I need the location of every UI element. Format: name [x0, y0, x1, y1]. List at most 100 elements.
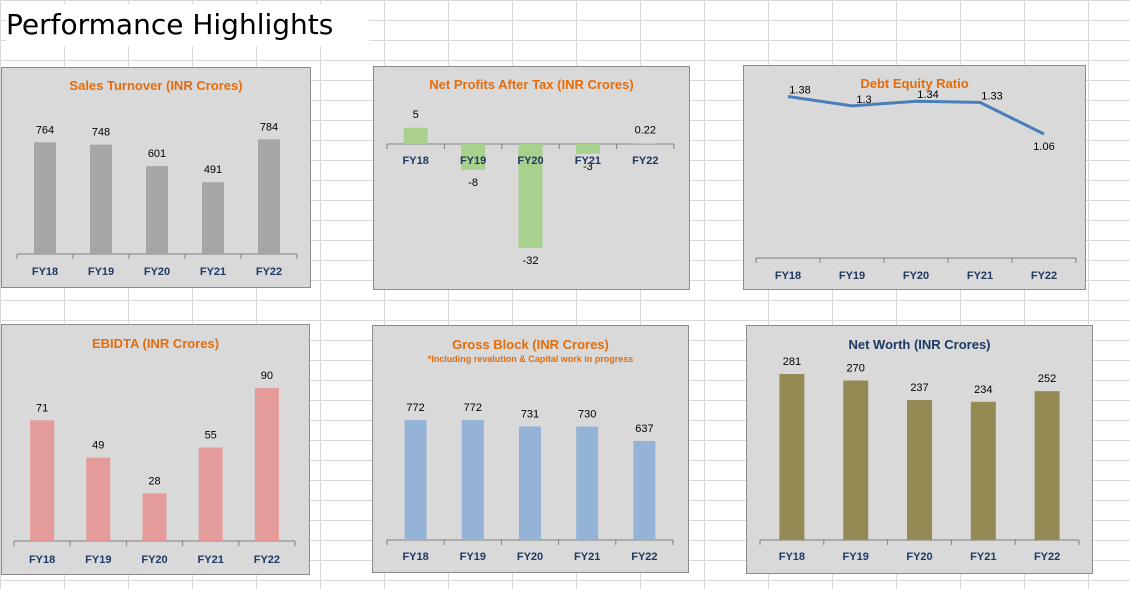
chart-ebidta: EBIDTA (INR Crores) 71 FY18 49 FY19 28 FY20 55 F… [1, 324, 310, 575]
data-label: 28 [148, 475, 160, 487]
data-label: 730 [578, 409, 596, 421]
category-label: FY22 [256, 266, 282, 278]
bar-fy18 [30, 420, 55, 541]
bar-fy21 [198, 447, 223, 541]
bar-fy19 [843, 380, 869, 540]
chart-net-profits-after-tax: Net Profits After Tax (INR Crores) 5 FY18 -… [373, 66, 690, 290]
bar-fy18 [404, 420, 427, 540]
chart-svg: Net Worth (INR Crores) 281 FY18 270 FY19 237 F… [759, 337, 1080, 563]
chart-subtitle: *Including revalution & Capital work in … [428, 354, 634, 364]
bar-fy20 [146, 166, 168, 254]
data-label: 772 [406, 402, 424, 414]
category-label: FY22 [1031, 270, 1057, 282]
data-label: 601 [148, 148, 166, 160]
category-label: FY21 [200, 266, 226, 278]
chart-title: Sales Turnover (INR Crores) [69, 78, 242, 93]
data-label: 0.22 [635, 124, 656, 136]
bar-fy22 [1034, 391, 1060, 540]
bar-fy19 [461, 144, 486, 170]
bar-fy19 [90, 144, 112, 254]
category-label: FY19 [839, 270, 865, 282]
data-label: -3 [583, 161, 593, 173]
bar-fy20 [142, 493, 167, 541]
bar-fy21 [575, 144, 600, 154]
category-label: FY21 [967, 270, 993, 282]
category-label: FY19 [88, 266, 114, 278]
bar-fy20 [907, 400, 932, 540]
chart-sales-turnover: Sales Turnover (INR Crores) 764 FY18 748 FY1… [1, 67, 311, 288]
bar-fy18 [34, 142, 56, 254]
bar-fy19 [86, 457, 111, 541]
page-title: Performance Highlights [6, 4, 370, 46]
data-label: 1.06 [1033, 141, 1054, 153]
data-label: 1.34 [917, 89, 938, 101]
bar-fy19 [461, 420, 484, 540]
chart-title: EBIDTA (INR Crores) [92, 336, 219, 351]
category-label: FY18 [29, 554, 55, 566]
bar-fy22 [633, 441, 656, 540]
data-label: 784 [260, 121, 278, 133]
data-label: 731 [521, 408, 539, 420]
bar-fy21 [576, 426, 599, 540]
category-label: FY20 [906, 551, 932, 563]
category-label: FY20 [144, 266, 170, 278]
category-label: FY18 [32, 266, 58, 278]
category-label: FY22 [254, 554, 280, 566]
chart-debt-equity-ratio: Debt Equity Ratio FY18 FY19 FY20 FY21 FY22 1.3… [743, 65, 1086, 290]
data-label: 5 [413, 109, 419, 121]
chart-svg: Debt Equity Ratio FY18 FY19 FY20 FY21 FY22 1.3… [755, 76, 1077, 282]
category-label: FY22 [632, 155, 658, 167]
series-line [787, 95, 1045, 136]
category-label: FY18 [779, 551, 805, 563]
data-label: 772 [464, 402, 482, 414]
category-label: FY20 [517, 155, 543, 167]
data-label: 234 [974, 384, 992, 396]
data-label: 764 [36, 124, 54, 136]
category-label: FY20 [141, 554, 167, 566]
bar-fy22 [633, 143, 658, 144]
category-label: FY19 [85, 554, 111, 566]
bar-fy18 [779, 374, 805, 540]
data-label: 748 [92, 127, 110, 139]
bar-fy20 [518, 144, 543, 248]
category-label: FY21 [970, 551, 996, 563]
chart-title: Net Worth (INR Crores) [848, 337, 990, 352]
category-label: FY20 [517, 551, 543, 563]
bar-fy21 [970, 401, 996, 540]
bar-fy18 [403, 127, 428, 144]
chart-svg: Net Profits After Tax (INR Crores) 5 FY18 -… [386, 77, 675, 267]
category-label: FY22 [631, 551, 657, 563]
category-label: FY21 [575, 155, 601, 167]
data-label: 281 [783, 356, 801, 368]
category-label: FY19 [460, 551, 486, 563]
chart-net-worth: Net Worth (INR Crores) 281 FY18 270 FY19 237 F… [746, 325, 1093, 574]
category-label: FY22 [1034, 551, 1060, 563]
category-label: FY21 [574, 551, 600, 563]
chart-title: Net Profits After Tax (INR Crores) [429, 77, 633, 92]
data-label: 237 [910, 382, 928, 394]
data-label: 270 [847, 363, 865, 375]
data-label: 1.33 [981, 90, 1002, 102]
category-label: FY20 [903, 270, 929, 282]
bar-fy20 [519, 426, 541, 540]
category-label: FY19 [460, 155, 486, 167]
data-label: -32 [523, 255, 539, 267]
chart-svg: EBIDTA (INR Crores) 71 FY18 49 FY19 28 FY20 55 F… [13, 336, 296, 566]
data-label: -8 [468, 177, 478, 189]
data-label: 637 [635, 423, 653, 435]
category-label: FY19 [843, 551, 869, 563]
chart-gross-block: Gross Block (INR Crores) *Including reval… [372, 325, 689, 573]
data-label: 55 [205, 430, 217, 442]
data-label: 1.3 [856, 94, 871, 106]
chart-title: Gross Block (INR Crores) [452, 337, 609, 352]
bar-fy22 [254, 388, 279, 541]
category-label: FY18 [403, 155, 429, 167]
chart-svg: Gross Block (INR Crores) *Including reval… [386, 337, 674, 563]
data-label: 1.38 [789, 85, 810, 97]
category-label: FY21 [198, 554, 224, 566]
data-label: 252 [1038, 373, 1056, 385]
data-label: 491 [204, 164, 222, 176]
bar-fy22 [258, 139, 280, 254]
chart-svg: Sales Turnover (INR Crores) 764 FY18 748 FY1… [16, 78, 298, 278]
chart-title: Debt Equity Ratio [860, 76, 968, 91]
